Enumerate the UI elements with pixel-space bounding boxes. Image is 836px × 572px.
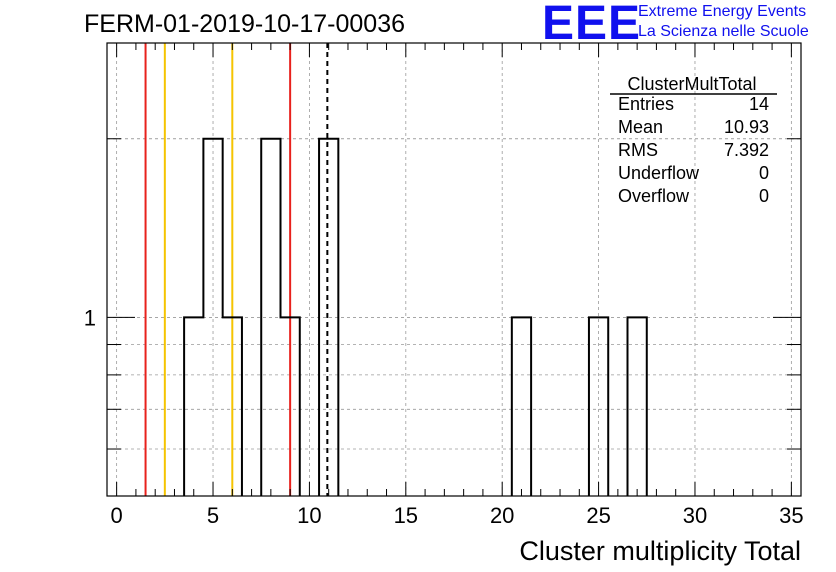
histogram-bar [512, 317, 531, 496]
stats-value: 14 [749, 94, 769, 114]
x-axis-label: Cluster multiplicity Total [519, 536, 801, 566]
run-title: FERM-01-2019-10-17-00036 [84, 10, 406, 38]
x-tick-label: 0 [111, 503, 123, 528]
histogram-bar [589, 317, 608, 496]
histogram-bar [261, 139, 280, 496]
marker-lines [144, 43, 329, 496]
histogram-bar [319, 139, 338, 496]
brand-line-1: Extreme Energy Events [638, 3, 807, 20]
stats-label: Mean [618, 117, 663, 137]
histogram-bar [628, 317, 647, 496]
plot-frame [106, 42, 802, 497]
histogram-bar [203, 139, 222, 496]
x-tick-label: 35 [779, 503, 803, 528]
brand-line-2: La Scienza nelle Scuole [638, 23, 809, 40]
histogram-bar [184, 317, 203, 496]
tick-labels: 0 5 10 15 20 25 30 35 1 [84, 305, 804, 528]
x-tick-label: 5 [207, 503, 219, 528]
histogram-bar-group [183, 137, 243, 496]
axis-ticks [107, 43, 801, 497]
x-tick-label: 10 [297, 503, 321, 528]
x-tick-label: 20 [490, 503, 514, 528]
histogram-bar-group [626, 316, 648, 496]
y-tick-label: 1 [84, 305, 96, 330]
histogram-bar-group [260, 137, 301, 496]
eee-logo: EEE [542, 0, 642, 50]
x-tick-label: 30 [683, 503, 707, 528]
stats-value: 10.93 [724, 117, 769, 137]
stats-box: ClusterMultTotal Entries 14 Mean 10.93 RMS 7.… [610, 74, 777, 206]
histogram-bar-group [510, 316, 533, 496]
stats-title: ClusterMultTotal [627, 74, 756, 94]
stats-value: 7.392 [724, 140, 769, 160]
histogram-bars [183, 137, 648, 496]
histogram-bar [281, 317, 300, 496]
stats-label: Entries [618, 94, 674, 114]
histogram-bar-group [318, 137, 340, 496]
stats-label: RMS [618, 140, 658, 160]
stats-label: Underflow [618, 163, 700, 183]
x-tick-label: 25 [586, 503, 610, 528]
stats-value: 0 [759, 163, 769, 183]
x-tick-label: 15 [394, 503, 418, 528]
histogram-bar [223, 317, 242, 496]
histogram-bar-group [587, 316, 610, 496]
stats-label: Overflow [618, 186, 690, 206]
stats-value: 0 [759, 186, 769, 206]
